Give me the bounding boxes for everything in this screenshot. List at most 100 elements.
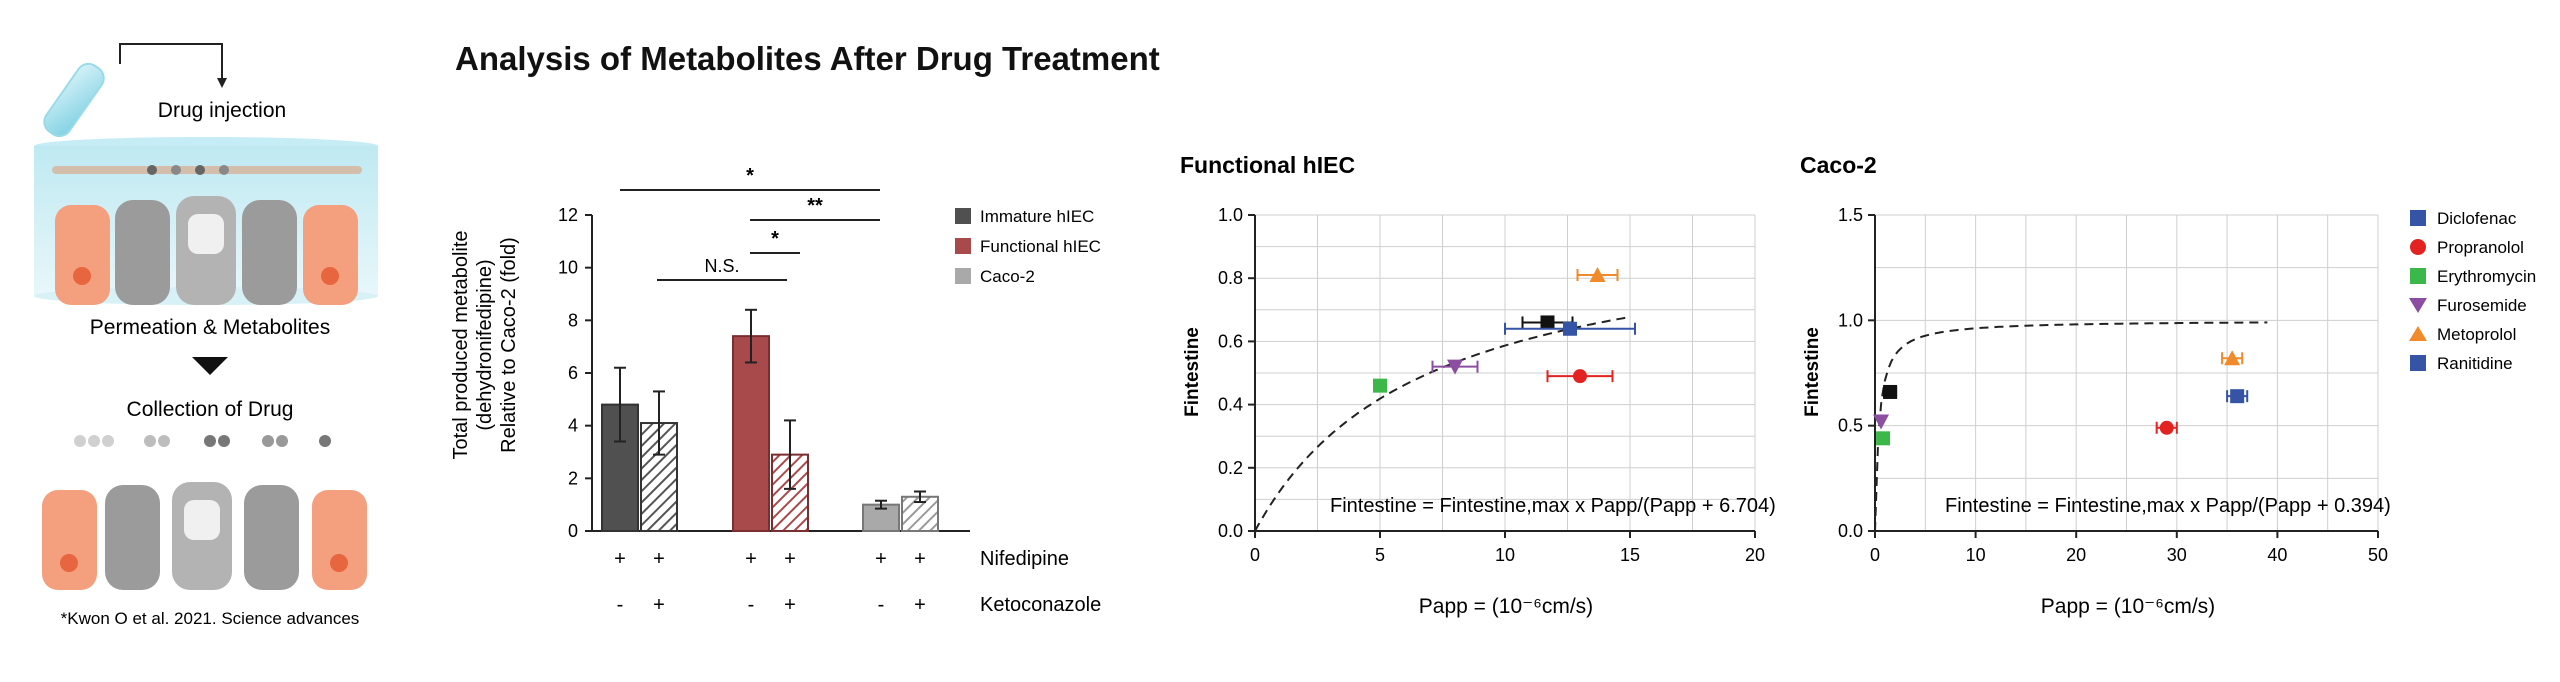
bar-functional-hiec <box>732 335 770 532</box>
bar-immature-hiec <box>601 403 639 533</box>
sign-nifedipine: + <box>914 548 926 570</box>
x-tick-label: 5 <box>1375 545 1385 565</box>
scatter2-xlabel: Papp = (10⁻⁶cm/s) <box>2041 595 2215 618</box>
treatment-table: + + + + + + - + - + - + <box>614 548 926 616</box>
y-tick-label: 0.0 <box>1838 521 1863 541</box>
figure-title: Analysis of Metabolites After Drug Treat… <box>455 40 1160 77</box>
legend-marker-erythromycin <box>2410 268 2426 284</box>
point-furosemide <box>1873 414 1890 430</box>
scatter2-points <box>1873 350 2249 446</box>
legend-label-erythromycin: Erythromycin <box>2437 267 2536 286</box>
bar-y-ticks: 0 2 4 6 8 10 12 <box>558 205 592 541</box>
bar-ylabel-line-1: Total produced metabolite <box>450 230 472 459</box>
sign-ketoconazole: + <box>653 594 665 616</box>
bar-ylabel-line-3: Relative to Caco-2 (fold) <box>498 237 520 453</box>
legend-label-propranolol: Propranolol <box>2437 238 2524 257</box>
injection-arrowhead <box>217 78 227 88</box>
significance-brackets <box>620 189 880 281</box>
sign-ketoconazole: - <box>878 594 885 616</box>
scatter2-fit-curve <box>1874 321 2268 532</box>
legend-marker-furosemide <box>2409 298 2427 313</box>
bar-chart: Total produced metabolite (dehydronifedi… <box>450 165 1101 616</box>
row-label-nifedipine: Nifedipine <box>980 548 1069 570</box>
bar-ytick-label: 4 <box>568 416 578 436</box>
bar-ytick-label: 2 <box>568 468 578 488</box>
point-furosemide <box>1447 359 1463 375</box>
legend-label-immature: Immature hIEC <box>980 207 1094 226</box>
point-erythromycin <box>1373 378 1387 393</box>
bar-ytick-label: 8 <box>568 310 578 330</box>
sign-nifedipine: + <box>875 548 887 570</box>
legend-swatch-immature <box>955 208 971 224</box>
legend-label-functional: Functional hIEC <box>980 237 1101 256</box>
x-tick-label: 0 <box>1870 545 1880 565</box>
x-tick-label: 10 <box>1495 545 1515 565</box>
legend-label-metoprolol: Metoprolol <box>2437 325 2516 344</box>
scatter2-grid: 0 10 20 30 40 50 0.0 0.5 1.0 1.5 <box>1838 205 2388 565</box>
x-tick-label: 10 <box>1966 545 1986 565</box>
y-tick-label: 1.5 <box>1838 205 1863 225</box>
x-tick-label: 30 <box>2167 545 2187 565</box>
legend-label-ranitidine: Ranitidine <box>2437 354 2513 373</box>
legend-marker-propranolol <box>2410 239 2426 255</box>
bar-ytick-label: 10 <box>558 258 578 278</box>
legend-label-diclofenac: Diclofenac <box>2437 209 2517 228</box>
x-tick-label: 40 <box>2267 545 2287 565</box>
sign-nifedipine: + <box>784 548 796 570</box>
point-propranolol <box>2159 420 2174 435</box>
legend-swatch-functional <box>955 238 971 254</box>
y-tick-label: 0.0 <box>1218 521 1243 541</box>
point-erythromycin <box>1876 431 1891 446</box>
scatter1-points <box>1373 267 1636 393</box>
bar-ylabel: Total produced metabolite (dehydronifedi… <box>450 230 520 459</box>
y-tick-label: 0.6 <box>1218 331 1243 351</box>
y-tick-label: 0.5 <box>1838 416 1863 436</box>
sign-ketoconazole: - <box>748 594 755 616</box>
scatter1-grid: 0 5 10 15 20 0.0 0.2 0.4 0.6 0.8 1.0 <box>1218 205 1765 565</box>
point-propranolol <box>1573 369 1587 384</box>
scatter1-ylabel: Fintestine <box>1182 327 1203 417</box>
point-reference <box>1540 315 1555 330</box>
test-tube-illustration <box>43 62 105 138</box>
culture-chamber <box>34 137 378 305</box>
x-tick-label: 20 <box>1745 545 1765 565</box>
scatter-caco2: Caco-2 0 10 20 30 40 50 0.0 0.5 1.0 1.5 Fintestin… <box>1800 152 2536 618</box>
point-metoprolol <box>1589 267 1606 283</box>
sig-label-ns: N.S. <box>704 256 739 276</box>
sig-label-immature-vs-caco2: * <box>746 165 754 187</box>
legend-label-furosemide: Furosemide <box>2437 296 2527 315</box>
bar-ytick-label: 0 <box>568 521 578 541</box>
row-label-ketoconazole: Ketoconazole <box>980 594 1101 616</box>
scatter-functional-hiec: Functional hIEC 0 5 10 15 20 0.0 0.2 0.4 0.6 0.8 1… <box>1180 152 1776 618</box>
scatter2-legend: Diclofenac Propranolol Erythromycin Furosem… <box>2409 209 2536 373</box>
sign-ketoconazole: - <box>617 594 624 616</box>
bar-ylabel-line-2: (dehydronifedipine) <box>474 259 496 430</box>
scatter2-ylabel: Fintestine <box>1802 327 1823 417</box>
sign-nifedipine: + <box>614 548 626 570</box>
y-tick-label: 1.0 <box>1838 310 1863 330</box>
sign-nifedipine: + <box>653 548 665 570</box>
x-tick-label: 50 <box>2368 545 2388 565</box>
injection-arrow <box>119 43 223 82</box>
legend-marker-diclofenac <box>2410 210 2426 226</box>
x-tick-label: 20 <box>2066 545 2086 565</box>
scatter2-title: Caco-2 <box>1800 152 1877 178</box>
step-permeation: Permeation & Metabolites <box>90 316 330 339</box>
bar-legend: Immature hIEC Functional hIEC Caco-2 <box>955 207 1101 286</box>
legend-marker-metoprolol <box>2409 326 2427 341</box>
sign-ketoconazole: + <box>914 594 926 616</box>
x-tick-label: 0 <box>1250 545 1260 565</box>
point-metoprolol <box>2224 350 2241 366</box>
citation: *Kwon O et al. 2021. Science advances <box>61 609 360 628</box>
scatter1-title: Functional hIEC <box>1180 152 1355 178</box>
step-drug-injection: Drug injection <box>158 99 286 122</box>
legend-label-caco2: Caco-2 <box>980 267 1035 286</box>
sig-label-functional-keto: * <box>771 228 779 250</box>
sign-ketoconazole: + <box>784 594 796 616</box>
point-diclofenac <box>1563 321 1577 336</box>
bar-ytick-label: 6 <box>568 363 578 383</box>
y-tick-label: 0.8 <box>1218 268 1243 288</box>
y-tick-label: 0.4 <box>1218 395 1243 415</box>
y-tick-label: 1.0 <box>1218 205 1243 225</box>
